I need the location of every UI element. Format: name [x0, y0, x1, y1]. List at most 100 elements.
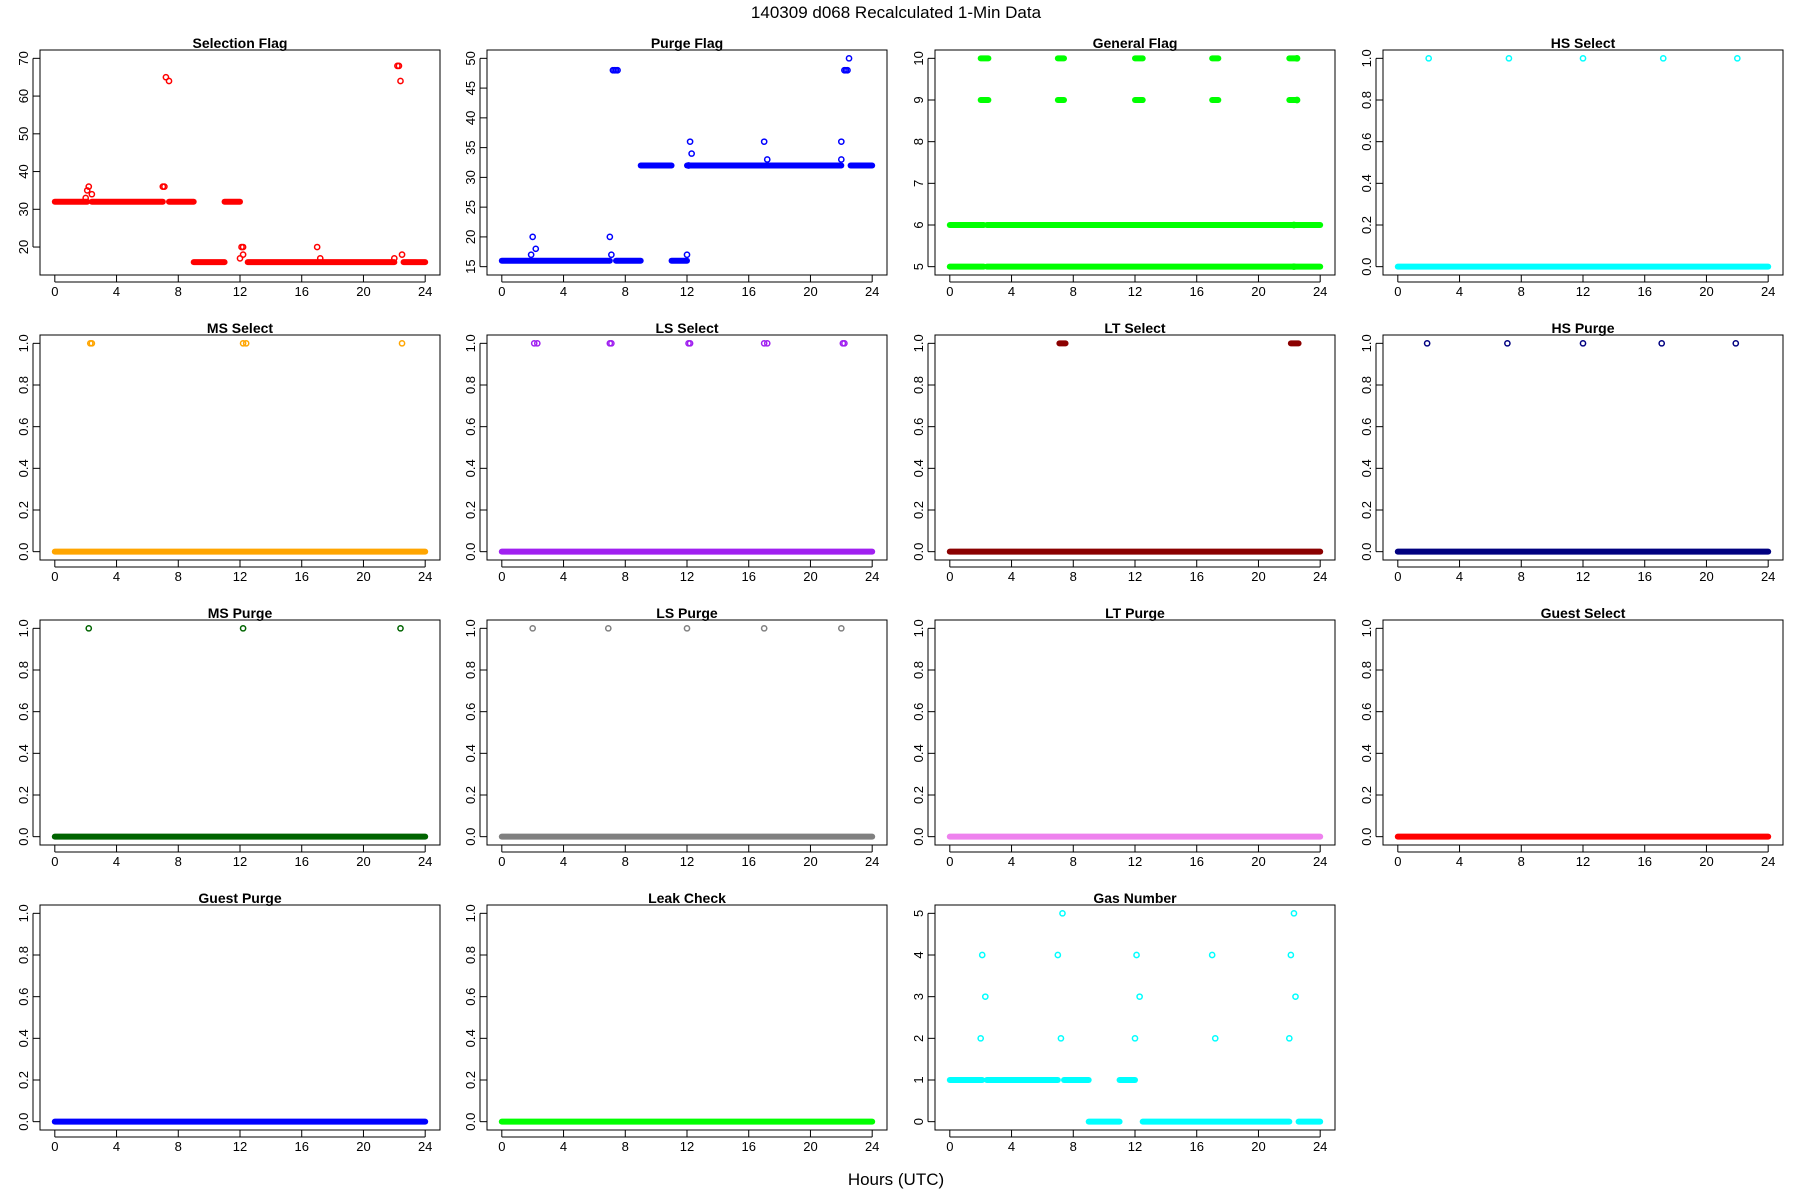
data-point: [529, 233, 537, 241]
data-point: [397, 77, 404, 85]
x-tick-label: 8: [175, 284, 182, 299]
x-tick-label: 24: [418, 284, 432, 299]
data-point: [1290, 263, 1298, 271]
y-tick-label: 1: [911, 1076, 926, 1083]
data-point: [760, 339, 768, 347]
y-tick-label: 30: [463, 170, 478, 184]
x-tick-label: 20: [803, 284, 817, 299]
x-tick-label: 8: [622, 1139, 629, 1154]
panel-title-purge-flag: Purge Flag: [651, 35, 723, 51]
x-tick-label: 16: [741, 569, 755, 584]
data-point: [608, 339, 615, 347]
figure-x-label: Hours (UTC): [848, 1170, 944, 1189]
panel-title-lt-purge: LT Purge: [1105, 605, 1165, 621]
y-tick-label: 0.6: [16, 703, 31, 721]
panel-leak-check: Leak Check 0 4 8 12 16 20 24 0.0 0.2 0.4 0.6 0.8 1.0: [463, 890, 888, 1154]
x-tick-label: 20: [1251, 1139, 1265, 1154]
panel-title-guest-purge: Guest Purge: [198, 890, 281, 906]
y-tick-label: 0.4: [1359, 459, 1374, 477]
data-point: [686, 138, 694, 146]
y-tick-label: 1.0: [1359, 49, 1374, 67]
data-point: [845, 54, 853, 62]
data-point: [683, 624, 691, 632]
y-tick-label: 0.8: [1359, 376, 1374, 394]
panel-ms-purge: MS Purge 0 4 8 12 16 20 24 0.0 0.2 0.4 0.6 0.8 1.0: [16, 605, 441, 869]
y-tick-label: 0.0: [1359, 828, 1374, 846]
x-tick-label: 20: [356, 284, 370, 299]
x-tick-label: 0: [51, 854, 58, 869]
y-tick-label: 0.0: [911, 543, 926, 561]
panel-title-ls-purge: LS Purge: [656, 605, 718, 621]
y-tick-label: 0.0: [16, 543, 31, 561]
panel-title-hs-select: HS Select: [1551, 35, 1616, 51]
x-tick-label: 24: [865, 284, 879, 299]
x-tick-label: 16: [1189, 854, 1203, 869]
data-point: [395, 62, 403, 70]
x-tick-label: 4: [1456, 854, 1463, 869]
panel-title-ls-select: LS Select: [655, 320, 718, 336]
y-tick-label: 20: [16, 240, 31, 254]
y-tick-label: 25: [463, 200, 478, 214]
x-tick-label: 12: [1576, 284, 1590, 299]
data-point: [837, 624, 845, 632]
panel-ls-select: LS Select 0 4 8 12 16 20 24 0.0 0.2 0.4 0.6 0.8 1.0: [463, 320, 888, 584]
y-tick-label: 0.8: [463, 376, 478, 394]
x-tick-label: 16: [1637, 284, 1651, 299]
y-tick-label: 40: [463, 111, 478, 125]
data-point: [165, 77, 173, 85]
x-tick-label: 4: [113, 569, 120, 584]
y-tick-label: 0.4: [1359, 174, 1374, 192]
data-point: [1285, 1034, 1293, 1042]
x-tick-label: 16: [1637, 569, 1651, 584]
x-tick-label: 12: [680, 854, 694, 869]
data-point: [978, 951, 986, 959]
x-tick-label: 0: [946, 854, 953, 869]
y-tick-label: 5: [911, 263, 926, 270]
data-point: [1208, 951, 1216, 959]
panel-guest-purge: Guest Purge 0 4 8 12 16 20 24 0.0 0.2 0.4 0.6 0.8 1.0: [16, 890, 441, 1154]
data-point: [1287, 951, 1295, 959]
data-point: [85, 624, 93, 632]
x-tick-label: 16: [741, 854, 755, 869]
x-tick-label: 4: [1008, 854, 1015, 869]
y-tick-label: 0.0: [463, 828, 478, 846]
x-tick-label: 4: [1456, 569, 1463, 584]
panel-selection-flag: Selection Flag 0 4 8 12 16 20 24 20 30 40 50 60 70: [16, 35, 441, 299]
y-tick-label: 1.0: [463, 334, 478, 352]
y-tick-label: 0.6: [911, 703, 926, 721]
data-point: [239, 251, 247, 258]
data-point: [608, 251, 615, 259]
data-point: [604, 624, 612, 632]
panel-title-gas-number: Gas Number: [1093, 890, 1177, 906]
panel-ls-purge: LS Purge 0 4 8 12 16 20 24 0.0 0.2 0.4 0.6 0.8 1.0: [463, 605, 888, 869]
data-point: [685, 162, 692, 169]
x-tick-label: 24: [1313, 1139, 1327, 1154]
x-tick-label: 8: [175, 1139, 182, 1154]
y-tick-label: 0.2: [1359, 216, 1374, 234]
x-tick-label: 4: [560, 284, 567, 299]
panel-hs-purge: HS Purge 0 4 8 12 16 20 24 0.0 0.2 0.4 0.6 0.8 1.0: [1359, 320, 1784, 584]
panel-title-ms-purge: MS Purge: [208, 605, 273, 621]
x-tick-label: 16: [1189, 569, 1203, 584]
x-tick-label: 8: [622, 854, 629, 869]
data-point: [688, 150, 695, 157]
y-tick-label: 0.6: [463, 418, 478, 436]
y-tick-label: 0.0: [1359, 543, 1374, 561]
x-tick-label: 16: [1189, 284, 1203, 299]
x-tick-label: 20: [356, 1139, 370, 1154]
y-tick-label: 1.0: [911, 619, 926, 637]
x-tick-label: 16: [294, 1139, 308, 1154]
data-point: [760, 624, 768, 632]
y-tick-label: 0.6: [1359, 418, 1374, 436]
panel-title-leak-check: Leak Check: [648, 890, 726, 906]
data-point: [1136, 993, 1143, 1001]
y-tick-label: 0.2: [911, 786, 926, 804]
x-tick-label: 8: [1518, 854, 1525, 869]
x-tick-label: 16: [741, 284, 755, 299]
y-tick-label: 0.8: [1359, 91, 1374, 109]
x-tick-label: 12: [233, 1139, 247, 1154]
x-tick-label: 20: [356, 569, 370, 584]
y-tick-label: 0.6: [911, 418, 926, 436]
x-tick-label: 8: [622, 284, 629, 299]
y-tick-label: 0.2: [16, 1071, 31, 1089]
